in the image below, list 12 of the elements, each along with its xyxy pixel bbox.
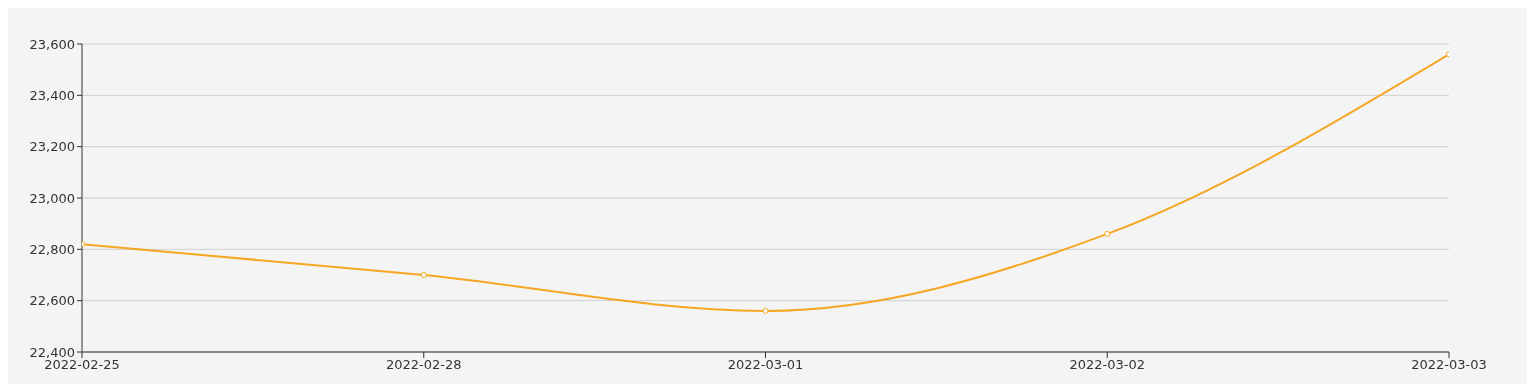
x-tick-label: 2022-03-03 <box>1411 357 1487 373</box>
x-tick-label: 2022-03-01 <box>727 357 804 373</box>
y-tick-label: 23,400 <box>29 87 75 103</box>
x-tick-label: 2022-02-25 <box>44 357 120 373</box>
y-tick-label: 23,200 <box>29 139 75 155</box>
y-tick-label: 22,400 <box>29 344 75 360</box>
y-tick-label: 23,600 <box>29 36 75 52</box>
y-tick-label: 23,000 <box>29 190 75 206</box>
y-tick-label: 22,600 <box>29 293 75 309</box>
x-tick-label: 2022-02-28 <box>385 357 462 373</box>
y-tick-label: 22,800 <box>29 241 75 257</box>
x-tick-label: 2022-03-02 <box>1069 357 1146 373</box>
